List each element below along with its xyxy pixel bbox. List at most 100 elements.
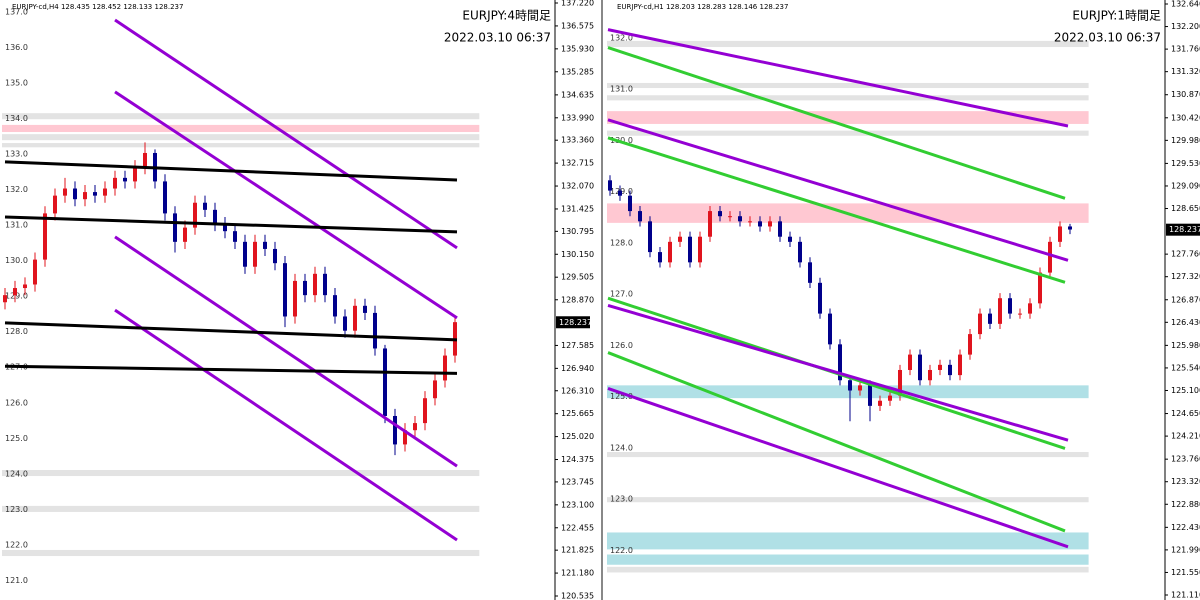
candle-body [738,216,742,222]
trend-line [114,308,458,542]
chart-subtitle: 2022.03.10 06:37 [1054,31,1161,45]
candle-body [253,241,257,267]
level-label: 131.0 [610,85,633,94]
candle-body [343,316,347,331]
candle-body [303,280,307,296]
y-tick-label: 130.795 [561,227,594,236]
y-tick-label: 130.420 [1171,113,1200,122]
candle-body [968,334,972,355]
trend-line [607,28,1069,128]
trend-line [4,160,458,182]
candle-body [1028,303,1032,314]
candle-body [163,181,167,214]
y-tick-label: 130.870 [1171,90,1200,99]
candle-body [193,202,197,228]
candle-body [678,236,682,242]
candle-body [403,430,407,445]
candle-body [758,221,762,227]
y-tick-label: 125.100 [1171,386,1200,395]
level-label: 128.0 [5,327,28,336]
y-tick-label: 124.650 [1171,409,1200,418]
price-zone [607,130,1089,136]
chart-header: EURJPY-cd,H1 128.203 128.283 128.146 128… [617,3,788,11]
level-label: 122.0 [5,540,28,549]
candle-body [688,236,692,263]
level-label: 126.0 [610,341,633,350]
candle-body [978,313,982,335]
candle-body [373,312,377,349]
y-tick-label: 132.715 [561,159,594,168]
candle-body [43,213,47,260]
y-tick-label: 123.320 [1171,477,1200,486]
candle-body [818,282,822,314]
candle-body [363,305,367,313]
candle-body [938,364,942,370]
candle-body [748,221,752,223]
y-tick-label: 133.360 [561,136,594,145]
y-tick-label: 132.200 [1171,22,1200,31]
level-label: 124.0 [5,469,28,478]
candle-body [353,305,357,331]
y-tick-label: 126.430 [1171,318,1200,327]
y-tick-label: 121.990 [1171,545,1200,554]
y-tick-label: 131.320 [1171,67,1200,76]
level-label: 133.0 [5,149,28,158]
y-tick-label: 135.930 [561,44,594,53]
candle-body [918,354,922,381]
y-tick-label: 129.980 [1171,136,1200,145]
level-label: 123.0 [5,505,28,514]
candle-body [718,211,722,217]
candle-body [213,209,217,225]
candle-body [728,216,732,218]
level-label: 136.0 [5,43,28,52]
candle-body [868,385,872,406]
trend-line [607,351,1066,533]
y-tick-label: 128.650 [1171,204,1200,213]
y-tick-label: 132.640 [1171,0,1200,9]
level-label: 122.0 [610,546,633,555]
chart-panel: 137.0 136.0 135.0 134.0 133.0 132.0 131.0 130.0… [2,0,594,600]
candle-body [768,221,772,227]
candle-body [828,313,832,345]
trend-line [607,387,1069,549]
candle-body [888,395,892,401]
candle-body [838,344,842,381]
level-label: 134.0 [5,114,28,123]
y-tick-label: 122.880 [1171,500,1200,509]
candle-body [708,211,712,237]
candle-body [223,224,227,232]
y-tick-label: 124.375 [561,455,594,464]
price-zone [607,385,1089,399]
price-zone [607,554,1089,565]
y-tick-label: 127.320 [1171,272,1200,281]
candle-body [103,188,107,196]
y-tick-label: 121.180 [561,569,594,578]
y-tick-label: 131.425 [561,204,594,213]
candle-body [988,313,992,324]
y-tick-label: 127.760 [1171,250,1200,259]
y-tick-label: 121.110 [1171,591,1200,600]
level-label: 123.0 [610,495,633,504]
level-label: 125.0 [5,434,28,443]
trend-line [4,321,458,342]
trend-line [114,235,458,468]
candle-body [293,280,297,317]
candle-body [173,213,177,242]
price-zone [2,470,480,477]
y-tick-label: 131.760 [1171,45,1200,54]
y-tick-label: 123.745 [561,477,594,486]
candle-body [113,177,117,189]
level-label: 127.0 [610,290,633,299]
price-zone [2,549,480,557]
candle-body [848,380,852,391]
last-price-label: 128.237 [1169,225,1200,234]
candle-body [958,354,962,376]
candle-body [203,202,207,210]
price-zone [2,505,480,512]
candle-body [23,284,27,289]
y-tick-label: 121.550 [1171,568,1200,577]
price-zone [607,566,1089,573]
candle-body [413,423,417,431]
candle-body [423,398,427,424]
